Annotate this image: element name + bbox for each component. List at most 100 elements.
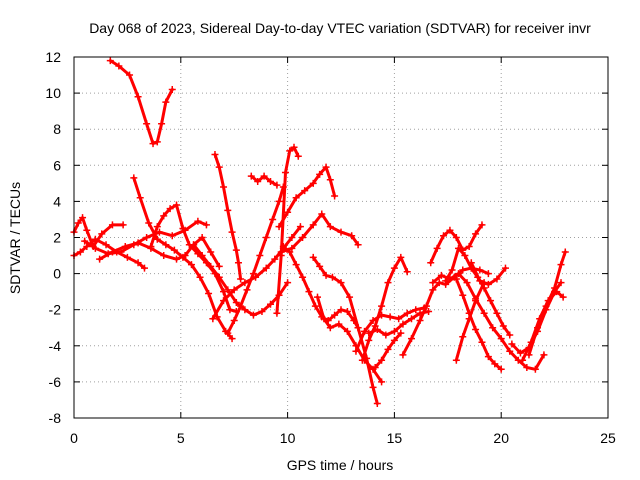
data-point <box>437 271 445 279</box>
data-point <box>540 351 548 359</box>
data-point <box>119 221 127 229</box>
data-point <box>123 253 131 261</box>
data-point <box>316 262 324 270</box>
data-point <box>81 237 89 245</box>
data-point <box>83 226 91 234</box>
series-line <box>108 59 174 146</box>
data-series <box>70 57 569 408</box>
y-tick-label: -2 <box>49 302 62 318</box>
data-point <box>226 306 234 314</box>
data-point <box>134 239 142 247</box>
data-point <box>292 261 300 269</box>
y-tick-label: 6 <box>53 157 61 173</box>
data-point <box>168 85 176 93</box>
data-point <box>198 234 206 241</box>
data-point <box>237 302 245 310</box>
series-arc-12 <box>247 172 281 189</box>
data-point <box>467 259 475 267</box>
data-point <box>158 120 166 128</box>
series-line <box>211 225 302 321</box>
data-point <box>369 383 377 391</box>
data-point <box>557 279 565 287</box>
data-point <box>279 243 287 251</box>
data-point <box>153 138 161 146</box>
series-arc-20 <box>358 253 411 364</box>
data-point <box>79 214 87 222</box>
data-point <box>166 205 174 213</box>
data-point <box>326 176 334 184</box>
x-tick-label: 20 <box>493 430 509 446</box>
series-arc-10 <box>209 223 304 323</box>
data-point <box>371 363 379 371</box>
series-arc-29 <box>467 259 509 288</box>
data-point <box>205 289 213 297</box>
y-tick-label: 4 <box>53 193 61 209</box>
data-point <box>98 230 106 238</box>
data-point <box>288 234 296 241</box>
data-point <box>288 244 296 252</box>
y-tick-label: -8 <box>49 410 62 426</box>
data-point <box>160 252 168 260</box>
data-point <box>378 302 386 310</box>
series-arc-32 <box>525 248 569 359</box>
data-point <box>309 179 317 187</box>
data-point <box>207 262 215 270</box>
data-point <box>459 333 467 341</box>
data-point <box>173 255 181 263</box>
data-point <box>202 221 210 229</box>
data-point <box>284 279 292 287</box>
data-point <box>160 212 168 220</box>
data-point <box>365 329 373 337</box>
data-point <box>371 322 379 330</box>
data-point <box>91 244 99 252</box>
data-point <box>220 297 228 305</box>
data-point <box>442 277 450 285</box>
data-point <box>343 327 351 335</box>
data-point <box>459 291 467 299</box>
data-point <box>429 286 437 294</box>
data-point <box>224 329 232 337</box>
data-point <box>337 279 345 287</box>
data-point <box>258 308 266 316</box>
data-point <box>390 264 398 272</box>
series-arc-11 <box>224 183 287 337</box>
data-point <box>459 266 467 274</box>
data-point <box>373 400 381 408</box>
x-axis-label: GPS time / hours <box>287 457 394 473</box>
data-point <box>348 232 356 240</box>
data-point <box>234 259 242 267</box>
data-point <box>476 266 484 274</box>
data-point <box>215 262 223 270</box>
data-point <box>478 338 486 346</box>
series-arc-8 <box>211 150 245 283</box>
x-tick-label: 25 <box>600 430 616 446</box>
data-point <box>207 248 215 256</box>
x-tick-label: 5 <box>177 430 185 446</box>
data-point <box>309 253 317 261</box>
series-arc-7 <box>96 234 223 270</box>
data-point <box>267 300 275 308</box>
data-point <box>143 234 151 241</box>
data-point <box>452 275 460 283</box>
data-point <box>506 347 514 355</box>
data-point <box>299 234 307 241</box>
data-point <box>463 279 471 287</box>
data-point <box>531 365 539 373</box>
series-line <box>367 310 431 337</box>
y-tick-label: 10 <box>45 85 61 101</box>
data-point <box>249 311 257 319</box>
data-point <box>326 324 334 332</box>
data-point <box>472 230 480 238</box>
data-point <box>386 313 394 321</box>
data-point <box>153 223 161 231</box>
data-point <box>296 223 304 231</box>
data-point <box>395 315 403 323</box>
data-point <box>181 252 189 260</box>
data-point <box>337 306 345 314</box>
data-point <box>384 345 392 353</box>
data-point <box>237 275 245 283</box>
data-point <box>230 317 238 325</box>
data-point <box>269 215 277 223</box>
data-point <box>140 264 148 272</box>
data-point <box>328 273 336 281</box>
